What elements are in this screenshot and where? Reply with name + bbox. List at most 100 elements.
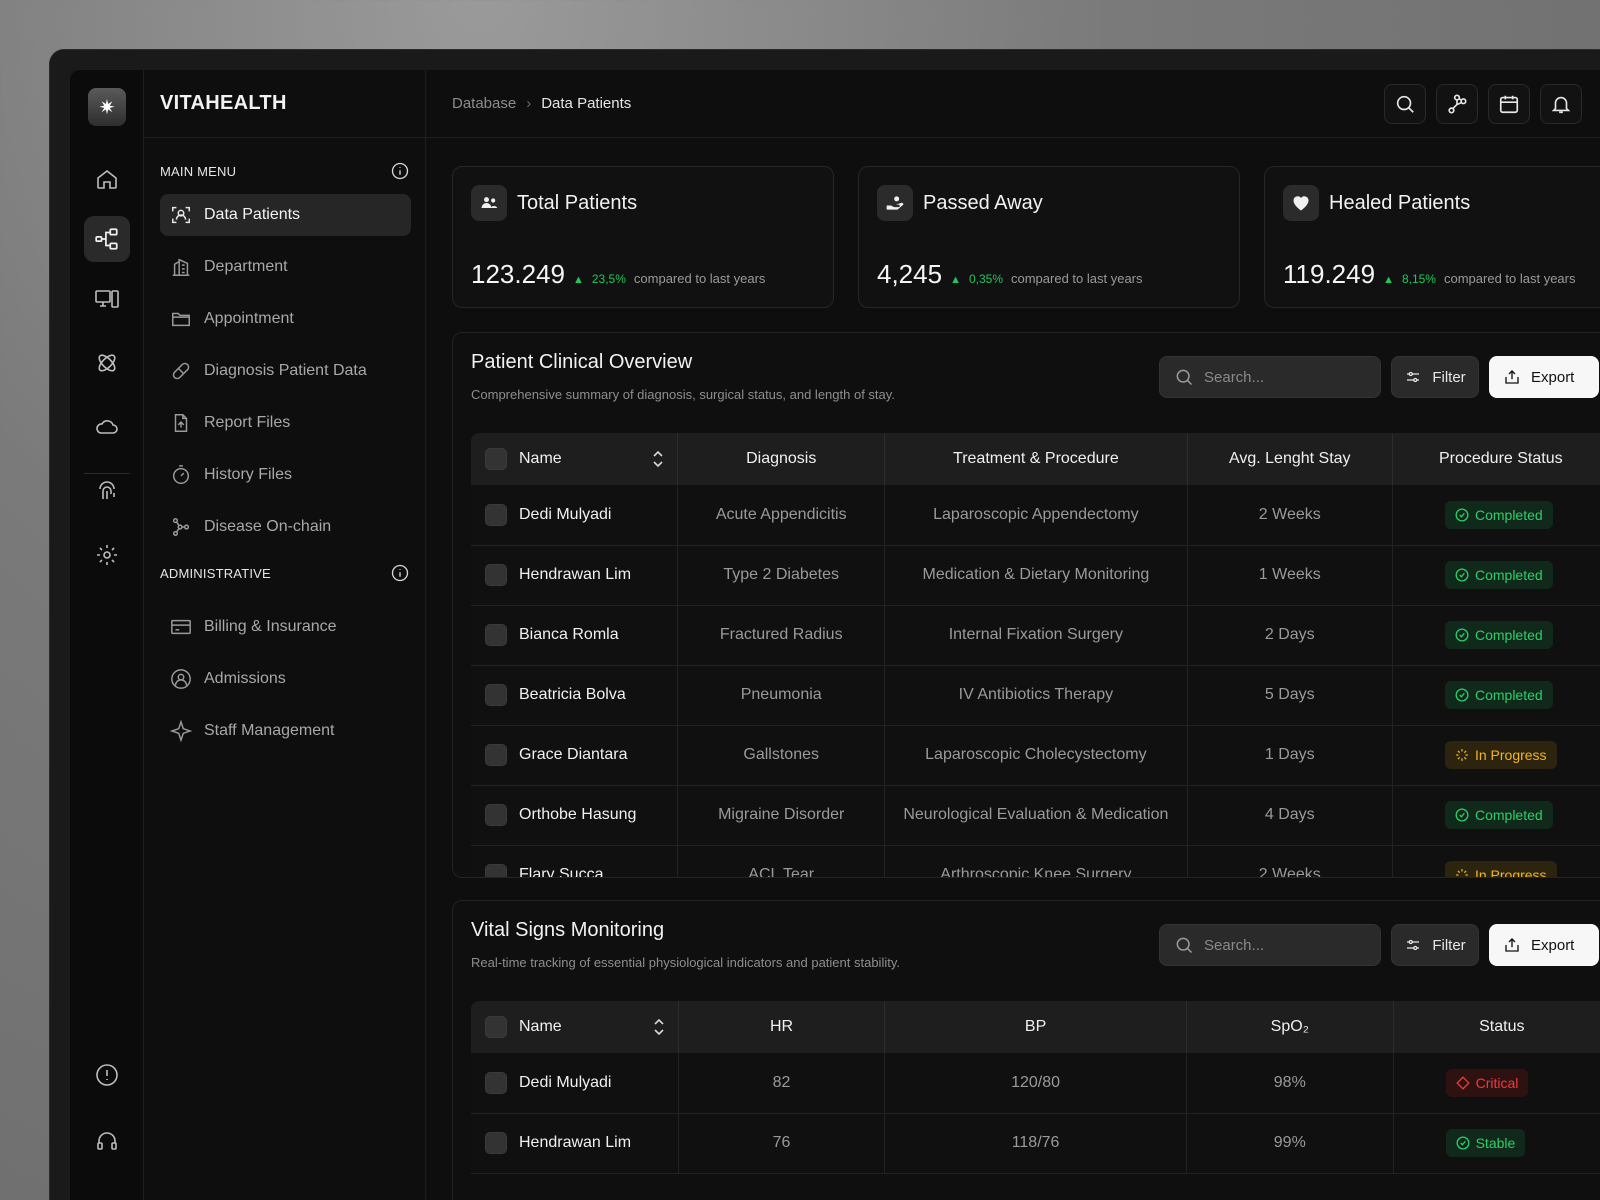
table-row[interactable]: Dedi Mulyadi 82 120/80 98% Critical	[471, 1053, 1600, 1114]
table-row[interactable]: Hendrawan Lim 76 118/76 99% Stable	[471, 1113, 1600, 1174]
patient-name[interactable]: Hendrawan Lim	[519, 1134, 632, 1151]
sliders-icon	[1407, 371, 1420, 383]
name-cell: Beatricia Bolva	[471, 665, 679, 726]
sliders-icon	[1407, 939, 1420, 951]
table-row[interactable]: Beatricia Bolva Pneumonia IV Antibiotics T…	[471, 665, 1600, 726]
sidebar-item-diagnosis[interactable]: Diagnosis Patient Data	[160, 350, 411, 392]
check-circle-icon	[1456, 1136, 1470, 1150]
calendar-button[interactable]	[1488, 84, 1530, 124]
row-checkbox[interactable]	[485, 564, 507, 586]
share-button[interactable]	[1436, 84, 1478, 124]
fingerprint-icon[interactable]	[84, 468, 130, 514]
patient-name[interactable]: Dedi Mulyadi	[519, 1073, 612, 1091]
check-circle-icon	[1455, 568, 1469, 582]
row-checkbox[interactable]	[485, 1071, 507, 1094]
row-checkbox[interactable]	[485, 804, 507, 826]
column-header-hr[interactable]: HR	[678, 1001, 886, 1053]
treatment-cell: Medication & Dietary Monitoring	[884, 545, 1188, 606]
sidebar-item-billing[interactable]: Billing & Insurance	[160, 606, 411, 648]
headset-icon[interactable]	[84, 1118, 130, 1164]
panel-title: Patient Clinical Overview	[471, 351, 693, 373]
search-button[interactable]	[1384, 84, 1426, 124]
export-button[interactable]: Export	[1489, 356, 1599, 398]
column-header-status[interactable]: Status	[1393, 1001, 1600, 1053]
stat-title: Total Patients	[517, 191, 638, 214]
sidebar-item-label: Report Files	[204, 414, 291, 431]
sidebar-item-history-files[interactable]: History Files	[160, 454, 411, 496]
row-checkbox[interactable]	[485, 1132, 507, 1154]
search-input[interactable]: Search...	[1159, 356, 1381, 398]
atom-icon[interactable]	[84, 340, 130, 386]
search-input[interactable]: Search...	[1159, 924, 1381, 966]
row-checkbox[interactable]	[485, 744, 507, 766]
cloud-icon[interactable]	[84, 404, 130, 450]
row-checkbox[interactable]	[485, 624, 507, 646]
info-icon[interactable]	[391, 564, 409, 582]
table-row[interactable]: Dedi Mulyadi Acute Appendicitis Laparoscop…	[471, 485, 1600, 546]
vitals-table: Name HR BP SpO₂ Status Dedi Mulyadi 82 120…	[471, 1001, 1600, 1174]
export-button[interactable]: Export	[1489, 924, 1599, 966]
filter-button[interactable]: Filter	[1391, 356, 1479, 398]
select-all-checkbox[interactable]	[485, 448, 507, 470]
column-header-stay[interactable]: Avg. Lenght Stay	[1187, 433, 1393, 485]
admin-label: ADMINISTRATIVE	[160, 565, 271, 581]
breadcrumb-parent[interactable]: Database	[452, 95, 517, 112]
database-icon[interactable]	[84, 216, 130, 262]
patient-name[interactable]: Dedi Mulyadi	[519, 505, 612, 523]
patient-name[interactable]: Beatricia Bolva	[519, 686, 626, 703]
settings-icon[interactable]	[84, 532, 130, 578]
row-checkbox[interactable]	[485, 864, 507, 877]
table-row[interactable]: Flary Succa ACL Tear Arthroscopic Knee Sur…	[471, 845, 1600, 878]
status-cell: Completed	[1392, 785, 1600, 846]
sidebar-item-staff[interactable]: Staff Management	[160, 710, 411, 752]
table-row[interactable]: Grace Diantara Gallstones Laparoscopic Cho…	[471, 725, 1600, 786]
status-badge: In Progress	[1444, 741, 1557, 769]
column-header-diagnosis[interactable]: Diagnosis	[677, 433, 886, 485]
home-icon[interactable]	[84, 156, 130, 202]
table-row[interactable]: Hendrawan Lim Type 2 Diabetes Medication &…	[471, 545, 1600, 606]
sidebar-item-disease-onchain[interactable]: Disease On-chain	[160, 506, 411, 548]
select-all-checkbox[interactable]	[485, 1016, 507, 1038]
patient-name[interactable]: Grace Diantara	[519, 746, 628, 763]
stat-percent: 0,35%	[968, 272, 1003, 286]
timer-icon	[172, 465, 190, 484]
column-header-treatment[interactable]: Treatment & Procedure	[884, 433, 1188, 485]
column-header-bp[interactable]: BP	[884, 1001, 1187, 1053]
stat-card-passed-away: Passed Away 4,245 ▲ 0,35% compared to la…	[858, 166, 1240, 308]
sort-icon[interactable]	[652, 1018, 666, 1036]
diagnosis-cell: Fractured Radius	[677, 605, 886, 666]
status-cell: Completed	[1392, 545, 1600, 606]
main-content: Database › Data Patients	[426, 70, 1600, 1200]
check-circle-icon	[1455, 628, 1469, 642]
info-icon[interactable]	[391, 162, 409, 180]
logo-icon[interactable]: ✷	[88, 88, 126, 126]
column-header-name[interactable]: Name	[471, 433, 679, 485]
status-text: Completed	[1474, 687, 1543, 703]
sort-icon[interactable]	[651, 450, 665, 468]
table-row[interactable]: Bianca Romla Fractured Radius Internal Fix…	[471, 605, 1600, 666]
name-cell: Grace Diantara	[471, 725, 679, 786]
sidebar-item-report-files[interactable]: Report Files	[160, 402, 411, 444]
column-header-name[interactable]: Name	[471, 1001, 679, 1053]
notification-button[interactable]	[1540, 84, 1582, 124]
filter-button[interactable]: Filter	[1391, 924, 1479, 966]
patient-name[interactable]: Hendrawan Lim	[519, 566, 632, 583]
patient-name[interactable]: Flary Succa	[519, 866, 604, 878]
sidebar-item-department[interactable]: Department	[160, 246, 411, 288]
patient-name[interactable]: Orthobe Hasung	[519, 806, 637, 823]
alert-icon[interactable]	[84, 1052, 130, 1098]
devices-icon[interactable]	[84, 276, 130, 322]
filter-label: Filter	[1432, 936, 1466, 954]
sidebar-item-admissions[interactable]: Admissions	[160, 658, 411, 700]
breadcrumb-current: Data Patients	[541, 95, 632, 112]
name-cell: Dedi Mulyadi	[471, 485, 679, 546]
patient-name[interactable]: Bianca Romla	[519, 626, 619, 643]
sidebar-item-data-patients[interactable]: Data Patients	[160, 194, 411, 236]
table-row[interactable]: Orthobe Hasung Migraine Disorder Neurologi…	[471, 785, 1600, 846]
row-checkbox[interactable]	[485, 503, 507, 526]
warning-diamond-icon	[1455, 1076, 1470, 1090]
sidebar-item-appointment[interactable]: Appointment	[160, 298, 411, 340]
row-checkbox[interactable]	[485, 684, 507, 706]
column-header-status[interactable]: Procedure Status	[1392, 433, 1600, 485]
column-header-spo2[interactable]: SpO₂	[1186, 1001, 1394, 1053]
